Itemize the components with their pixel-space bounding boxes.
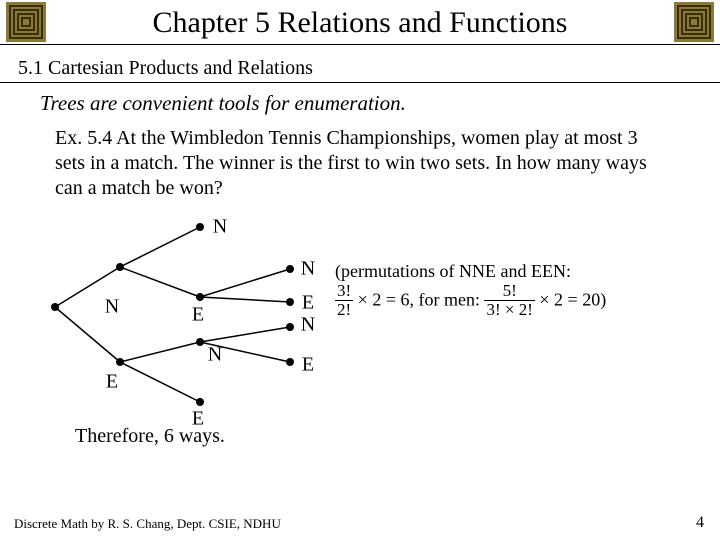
tree-node-label: N [105,296,119,319]
formula-text: (permutations of NNE and EEN: 3! 2! × 2 … [335,262,715,320]
tree-node-label: E [302,292,314,315]
tree-node [196,293,204,301]
corner-icon-left [6,2,46,42]
tree-node-label: N [301,314,315,337]
tree-node [286,358,294,366]
tree-node [286,265,294,273]
tree-edges [0,207,720,457]
page-title: Chapter 5 Relations and Functions [0,0,720,44]
tree-node-label: N [301,258,315,281]
tree-node-label: E [192,304,204,327]
frac1-den: 2! [335,301,353,320]
formula-mult2: × 2 = 20) [535,289,606,309]
formula-mid: for men: [418,289,484,309]
frac-1: 3! 2! [335,282,353,320]
page-number: 4 [696,514,704,532]
tree-node-label: N [213,216,227,239]
section-heading: 5.1 Cartesian Products and Relations [0,53,720,82]
frac2-num: 5! [484,282,534,302]
formula-mult1: × 2 = 6, [353,289,414,309]
tree-node [116,263,124,271]
tree-node [286,323,294,331]
tree-node [196,223,204,231]
tree-node [51,303,59,311]
tree-node [196,338,204,346]
intro-text: Trees are convenient tools for enumerati… [0,91,720,126]
title-rule [0,44,720,45]
footer-text: Discrete Math by R. S. Chang, Dept. CSIE… [14,516,281,532]
tree-diagram: NENENENENE (permutations of NNE and EEN:… [0,207,720,457]
tree-node [286,298,294,306]
frac2-den: 3! × 2! [484,301,534,320]
frac1-num: 3! [335,282,353,302]
tree-node-label: N [208,344,222,367]
tree-node-label: E [106,371,118,394]
tree-node-label: E [302,354,314,377]
example-text: Ex. 5.4 At the Wimbledon Tennis Champion… [0,126,720,207]
tree-node [196,398,204,406]
frac-2: 5! 3! × 2! [484,282,534,320]
tree-node [116,358,124,366]
corner-icon-right [674,2,714,42]
section-rule [0,82,720,83]
formula-prefix: (permutations of NNE and EEN: [335,261,571,281]
conclusion-text: Therefore, 6 ways. [75,425,225,448]
